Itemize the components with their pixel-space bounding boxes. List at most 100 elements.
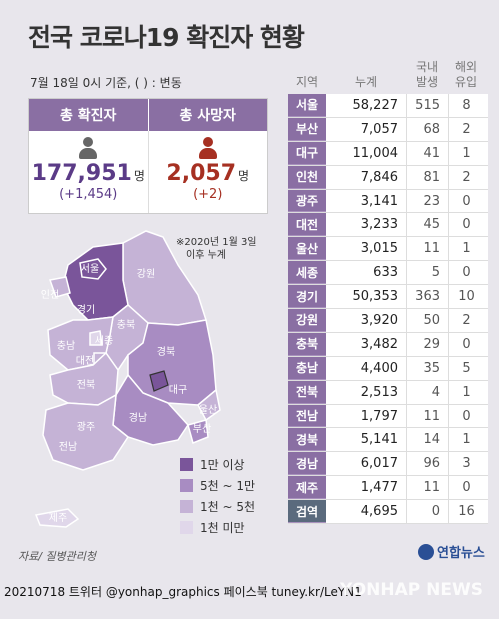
table-row: 충남 4,400 35 5	[288, 356, 488, 381]
cell-domestic: 29	[406, 332, 448, 356]
table-body: 서울 58,227 515 8 부산 7,057 68 2 대구 11,004 41 1 인천 7,846…	[288, 94, 488, 525]
deaths-label: 총 사망자	[179, 108, 236, 124]
cell-region: 경남	[288, 452, 326, 476]
cell-overseas: 8	[448, 94, 484, 117]
cell-region: 검역	[288, 500, 326, 524]
cell-domestic: 515	[406, 94, 448, 117]
cell-overseas: 2	[448, 309, 484, 332]
deaths-column: 2,057 명 (+2)	[149, 131, 268, 213]
summary-header: 총 확진자 총 사망자	[29, 99, 267, 131]
region-table: 지역 누계 국내 발생 해외 유입 서울 58,227 515 8 부산 7,057 68 2…	[288, 50, 488, 525]
map-label-incheon: 인천	[41, 289, 59, 301]
legend-label: 1천 미만	[200, 521, 245, 535]
cell-domestic: 68	[406, 117, 448, 141]
table-header: 지역 누계 국내 발생 해외 유입	[288, 50, 488, 94]
cell-overseas: 10	[448, 285, 484, 309]
legend-item: 5천 ~ 1만	[180, 475, 255, 496]
legend-label: 5천 ~ 1만	[200, 479, 256, 493]
table-row: 대전 3,233 45 0	[288, 213, 488, 238]
table-row: 대구 11,004 41 1	[288, 141, 488, 166]
region-jeju	[34, 508, 80, 528]
map-label-gyeongnam: 경남	[129, 411, 147, 424]
map-label-jeonbuk: 전북	[77, 379, 95, 391]
table-row: 경북 5,141 14 1	[288, 428, 488, 453]
cell-total: 3,141	[360, 193, 398, 209]
header-domestic: 국내 발생	[415, 60, 439, 89]
cell-overseas: 0	[448, 476, 484, 500]
map-legend: 1만 이상 5천 ~ 1만 1천 ~ 5천 1천 미만	[180, 454, 255, 538]
cell-overseas: 0	[448, 189, 484, 213]
region-seoul	[79, 258, 107, 280]
cell-domestic: 11	[406, 476, 448, 500]
cell-domestic: 41	[406, 141, 448, 165]
map-label-seoul: 서울	[81, 263, 99, 275]
cell-total: 6,017	[360, 456, 398, 472]
summary-box: 총 확진자 총 사망자 177,951 명 (+1,454) 2,057 명 (+2…	[28, 98, 268, 214]
cell-total: 4,695	[360, 504, 398, 520]
cell-domestic: 45	[406, 213, 448, 237]
region-incheon	[49, 276, 71, 298]
map-label-daejeon: 대전	[76, 355, 94, 367]
cell-region: 제주	[288, 476, 326, 500]
date-note: 7월 18일 0시 기준, ( ) : 변동	[30, 76, 182, 90]
source-note: 자료/ 질병관리청	[18, 550, 97, 563]
cell-overseas: 0	[448, 404, 484, 428]
table-row: 울산 3,015 11 1	[288, 237, 488, 262]
legend-item: 1만 이상	[180, 454, 255, 475]
table-row: 부산 7,057 68 2	[288, 117, 488, 142]
cell-total: 2,513	[360, 384, 398, 400]
cell-overseas: 1	[448, 428, 484, 452]
map-note-line: 이후 누계	[186, 250, 226, 261]
deaths-unit: 명	[238, 169, 250, 183]
region-gyeonggi	[62, 242, 129, 321]
map-note: ※2020년 1월 3일 이후 누계	[176, 236, 257, 262]
cell-total: 7,057	[360, 121, 398, 137]
cell-domestic: 4	[406, 380, 448, 404]
region-daegu	[149, 370, 169, 392]
cell-region: 충남	[288, 356, 326, 380]
brand-name: 연합뉴스	[437, 546, 485, 561]
table-row: 충북 3,482 29 0	[288, 332, 488, 357]
legend-label: 1천 ~ 5천	[200, 500, 256, 514]
legend-label: 1만 이상	[200, 458, 245, 472]
cell-region: 전남	[288, 404, 326, 428]
cell-overseas: 2	[448, 117, 484, 141]
korea-map: 서울 인천 경기 강원 충북 세종 충남 대전 경북 대구 전북 울산 광주 부…	[34, 230, 221, 528]
table-row: 전남 1,797 11 0	[288, 404, 488, 429]
cell-domestic: 81	[406, 165, 448, 189]
cell-total: 11,004	[352, 145, 399, 161]
cell-domestic: 0	[406, 500, 448, 524]
map-label-gangwon: 강원	[137, 268, 155, 280]
cell-region: 강원	[288, 309, 326, 332]
map-label-gwangju: 광주	[77, 421, 95, 433]
deaths-total: 2,057	[166, 161, 237, 186]
map-label-jeonnam: 전남	[59, 441, 77, 453]
table-row: 전북 2,513 4 1	[288, 380, 488, 405]
confirmed-total: 177,951	[31, 161, 132, 186]
table-row: 강원 3,920 50 2	[288, 309, 488, 333]
table-row: 검역 4,695 0 16	[288, 500, 488, 525]
cell-overseas: 5	[448, 356, 484, 380]
header-overseas: 해외 유입	[454, 60, 478, 89]
cell-overseas: 1	[448, 141, 484, 165]
cell-overseas: 0	[448, 332, 484, 356]
deaths-delta: (+2)	[193, 187, 223, 202]
cell-region: 대전	[288, 213, 326, 237]
legend-item: 1천 ~ 5천	[180, 496, 255, 517]
cell-region: 대구	[288, 141, 326, 165]
cell-domestic: 11	[406, 237, 448, 261]
cell-total: 3,920	[360, 312, 398, 328]
region-busan	[187, 419, 209, 445]
region-ulsan	[197, 388, 221, 422]
table-row: 경남 6,017 96 3	[288, 452, 488, 477]
cell-overseas: 3	[448, 452, 484, 476]
cell-total: 1,797	[360, 408, 398, 424]
map-label-gyeonggi: 경기	[77, 303, 95, 316]
table-row: 서울 58,227 515 8	[288, 94, 488, 118]
person-icon	[78, 137, 98, 159]
cell-region: 경기	[288, 285, 326, 309]
cell-overseas: 1	[448, 380, 484, 404]
legend-item: 1천 미만	[180, 517, 255, 538]
cell-total: 58,227	[352, 97, 399, 113]
region-sejong	[89, 330, 103, 346]
